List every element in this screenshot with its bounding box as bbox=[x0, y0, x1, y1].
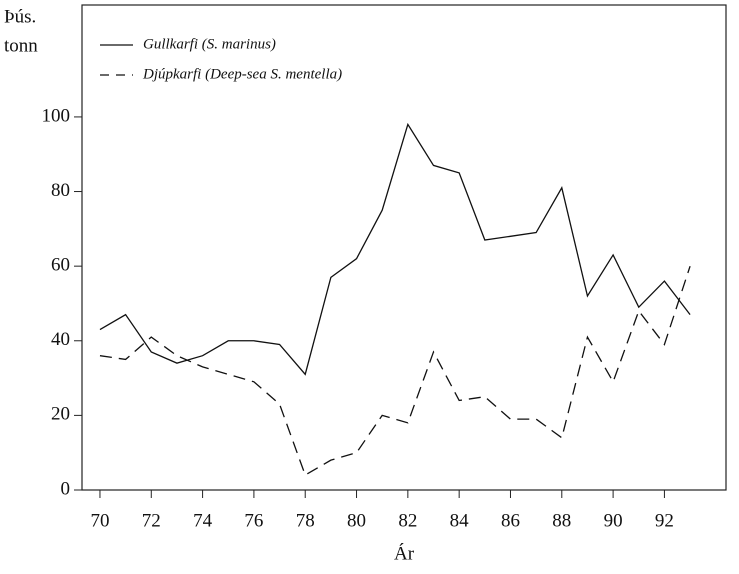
y-tick-label: 80 bbox=[51, 180, 70, 201]
series-line bbox=[99, 265, 691, 477]
x-tick-label: 72 bbox=[142, 510, 161, 531]
y-tick-label: 60 bbox=[51, 255, 70, 276]
x-axis-label: Ár bbox=[394, 542, 415, 564]
plot-frame bbox=[81, 4, 727, 491]
y-tick-label: 20 bbox=[51, 404, 70, 425]
x-tick-label: 78 bbox=[296, 510, 315, 531]
x-tick-label: 82 bbox=[398, 510, 417, 531]
y-tick-label: 100 bbox=[42, 105, 71, 126]
legend-label: Djúpkarfi (Deep-sea S. mentella) bbox=[142, 66, 342, 82]
y-tick-label: 40 bbox=[51, 329, 70, 350]
x-tick-label: 86 bbox=[501, 510, 520, 531]
x-tick-label: 84 bbox=[450, 510, 470, 531]
y-axis-label: Þús. bbox=[4, 6, 36, 27]
series-line bbox=[99, 122, 691, 376]
y-axis-label: tonn bbox=[4, 35, 38, 56]
x-tick-label: 90 bbox=[604, 510, 623, 531]
x-tick-label: 92 bbox=[655, 510, 674, 531]
y-tick-label: 0 bbox=[61, 478, 71, 499]
x-tick-label: 80 bbox=[347, 510, 366, 531]
x-tick-label: 74 bbox=[193, 510, 213, 531]
legend-label: Gullkarfi (S. marinus) bbox=[143, 36, 276, 52]
x-tick-label: 76 bbox=[244, 510, 263, 531]
x-tick-label: 70 bbox=[90, 510, 109, 531]
x-tick-label: 88 bbox=[552, 510, 571, 531]
